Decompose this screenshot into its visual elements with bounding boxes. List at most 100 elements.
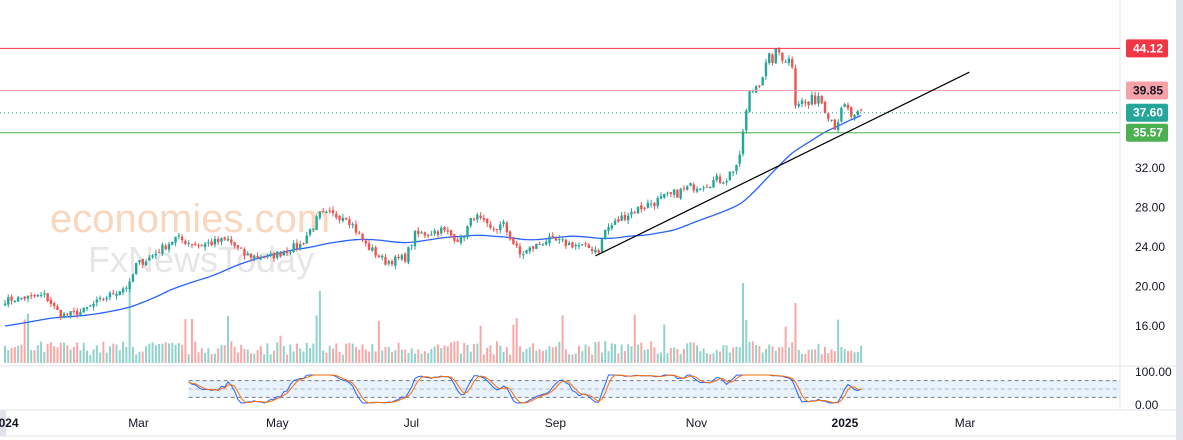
candle (587, 244, 591, 248)
candle (741, 131, 745, 154)
candle (725, 181, 728, 183)
candle (344, 217, 348, 220)
volume-bar (820, 354, 823, 363)
volume-bar (479, 325, 482, 363)
volume-bar (69, 349, 72, 363)
volume-bar (66, 345, 69, 363)
candle (610, 225, 613, 229)
candle (200, 245, 203, 247)
candle (528, 247, 531, 252)
candle (413, 231, 417, 247)
volume-bar (676, 348, 679, 363)
candle (279, 252, 282, 257)
candle (157, 252, 161, 254)
candle (453, 234, 456, 241)
volume-bar (545, 349, 548, 363)
time-axis-label: Mar (955, 416, 976, 430)
volume-bar (436, 344, 439, 363)
scrollbar (1176, 0, 1183, 440)
volume-bar (837, 319, 840, 363)
candle (518, 246, 522, 255)
volume-bar (253, 353, 256, 363)
volume-bar (220, 344, 223, 363)
candle (331, 210, 335, 213)
candle (171, 241, 174, 245)
candle (361, 233, 364, 241)
volume-bar (243, 348, 246, 363)
candle (13, 300, 17, 303)
volume-bar (207, 348, 210, 363)
candle (850, 107, 853, 117)
candle (433, 230, 436, 234)
volume-bar (719, 351, 722, 363)
candle (679, 188, 682, 199)
volume-bar (213, 353, 216, 363)
candle (515, 243, 518, 246)
candle (308, 229, 312, 235)
candle (784, 61, 787, 63)
candle (489, 224, 492, 228)
candle (167, 244, 171, 250)
price-badge (1126, 39, 1168, 58)
candle (3, 303, 7, 306)
candle (508, 231, 512, 240)
candle (403, 253, 407, 262)
volume-bar (400, 349, 403, 363)
candle (820, 95, 823, 104)
volume-bar (404, 349, 407, 363)
volume-bar (338, 351, 341, 363)
volume-bar (810, 349, 813, 363)
candle (649, 203, 653, 205)
volume-bar (768, 344, 771, 363)
volume-bar (108, 346, 111, 363)
candle (16, 297, 20, 302)
candle (689, 183, 692, 186)
volume-bar (381, 350, 384, 363)
candle (233, 242, 236, 246)
candle (256, 256, 259, 258)
volume-bar (571, 354, 574, 363)
volume-bar (558, 341, 561, 363)
volume-bar (450, 342, 453, 363)
volume-bar (325, 352, 328, 363)
candle (194, 243, 197, 246)
time-axis-label: Mar (128, 416, 149, 430)
candle (289, 252, 292, 254)
price-badge-label: 39.85 (1133, 83, 1163, 97)
candle (715, 175, 718, 181)
volume-bar (318, 291, 321, 363)
volume-bar (40, 341, 43, 363)
candle (735, 165, 738, 172)
candle (75, 310, 79, 315)
volume-bar (682, 348, 685, 363)
candle (207, 242, 210, 244)
volume-bar (587, 346, 590, 363)
volume-bar (456, 341, 459, 363)
volume-bar (715, 349, 718, 363)
candle (203, 243, 207, 248)
candle (46, 293, 49, 302)
candle (564, 239, 568, 246)
volume-bar (771, 346, 774, 363)
candle (407, 247, 410, 263)
volume-bar (646, 349, 649, 363)
volume-bar (548, 346, 551, 363)
candle (397, 256, 400, 259)
candle (646, 202, 650, 208)
volume-bar (289, 344, 292, 363)
volume-bar (761, 352, 764, 363)
volume-bar (499, 345, 502, 363)
volume-bar (433, 346, 436, 363)
candle (43, 293, 46, 295)
candle (354, 224, 358, 233)
volume-bar (420, 353, 423, 363)
candle (594, 249, 597, 253)
candle (666, 192, 669, 194)
candle (810, 94, 814, 105)
volume-bar (686, 343, 689, 363)
candle (62, 313, 66, 318)
candle (623, 214, 627, 220)
volume-bar (466, 344, 469, 363)
